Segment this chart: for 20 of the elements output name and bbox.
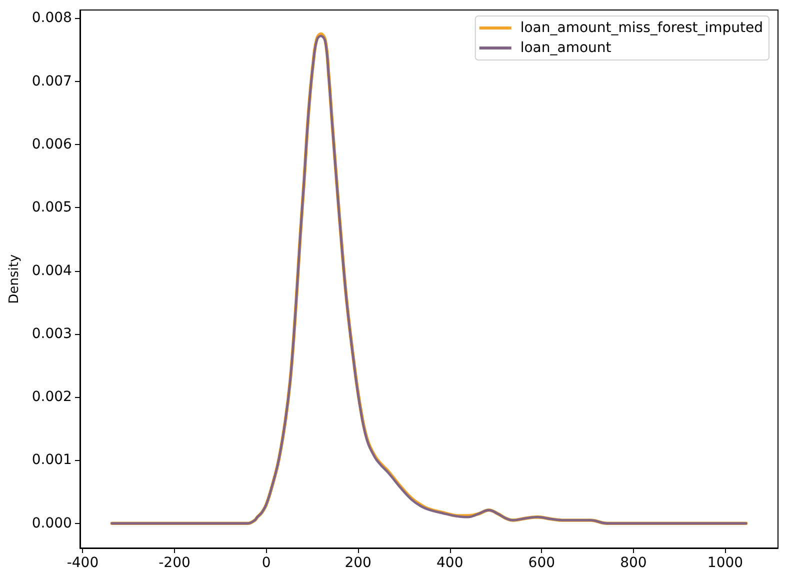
x-tick-label: 0: [262, 555, 271, 571]
y-axis-title: Density: [7, 254, 22, 304]
x-tick-label: 600: [528, 555, 556, 571]
y-tick-label: 0.001: [32, 452, 72, 468]
y-tick-label: 0.002: [32, 389, 72, 406]
x-tick-label: -400: [66, 555, 99, 571]
y-tick-label: 0.008: [32, 10, 72, 26]
y-tick-label: 0.000: [32, 515, 72, 532]
y-tick-label: 0.004: [32, 262, 72, 279]
y-tick-label: 0.005: [32, 200, 72, 216]
legend-label: loan_amount: [520, 40, 612, 56]
y-tick-label: 0.006: [32, 136, 72, 152]
x-tick-label: -200: [158, 555, 190, 571]
x-tick-label: 400: [436, 555, 464, 571]
x-tick-label: 800: [620, 555, 647, 571]
y-tick-label: 0.003: [32, 326, 72, 342]
x-tick-label: 1000: [707, 555, 744, 571]
x-tick-label: 200: [344, 555, 372, 571]
legend-label: loan_amount_miss_forest_imputed: [520, 20, 763, 36]
y-tick-label: 0.007: [32, 73, 72, 90]
